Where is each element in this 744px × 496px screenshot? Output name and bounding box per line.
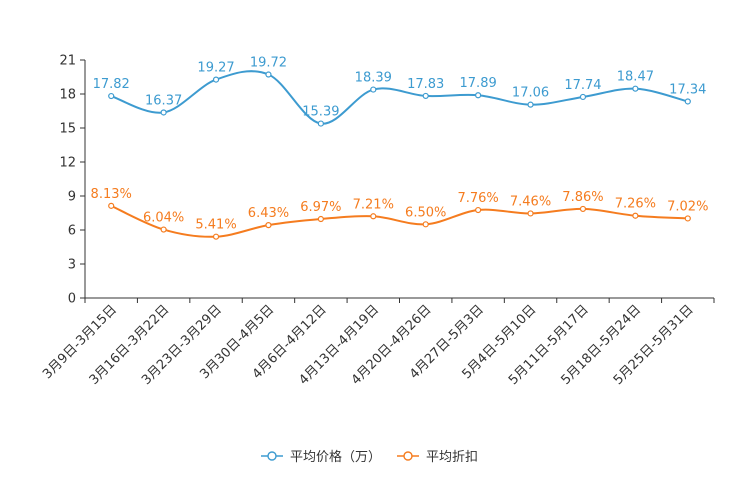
data-label: 7.86% <box>562 190 603 205</box>
data-point[interactable] <box>160 109 167 116</box>
data-point[interactable] <box>108 92 115 100</box>
legend[interactable]: 平均价格（万） 平均折扣 <box>261 449 478 465</box>
y-tick-label: 6 <box>68 224 76 239</box>
y-tick-label: 9 <box>68 190 76 205</box>
legend-item[interactable]: 平均价格（万） <box>261 449 381 465</box>
data-point[interactable] <box>475 206 482 214</box>
data-point[interactable] <box>317 120 324 127</box>
data-point[interactable] <box>108 202 115 209</box>
data-point[interactable] <box>212 233 220 240</box>
data-label: 15.39 <box>302 105 339 120</box>
y-tick-label: 0 <box>68 292 76 307</box>
data-label: 7.76% <box>457 191 498 206</box>
data-label: 7.26% <box>615 197 656 212</box>
data-point[interactable] <box>684 215 691 222</box>
data-label: 17.89 <box>460 76 497 91</box>
data-label: 6.97% <box>300 200 341 215</box>
y-tick-label: 12 <box>59 156 76 171</box>
data-label: 17.74 <box>564 78 601 93</box>
legend-marker-icon <box>267 451 277 461</box>
data-point[interactable] <box>265 222 272 229</box>
data-label: 19.27 <box>197 61 234 76</box>
data-point[interactable] <box>579 205 587 213</box>
data-label: 6.43% <box>248 206 289 221</box>
data-point[interactable] <box>370 213 377 220</box>
data-point[interactable] <box>632 85 639 92</box>
data-label: 6.04% <box>143 211 184 226</box>
data-point[interactable] <box>579 93 587 101</box>
data-label: 17.34 <box>669 82 706 97</box>
y-tick-label: 15 <box>59 122 76 137</box>
y-tick-label: 3 <box>68 258 76 273</box>
data-point[interactable] <box>422 92 429 100</box>
data-label: 18.47 <box>617 70 654 85</box>
series-layer: 17.82 16.37 19.27 19.72 15.39 18.39 17.83 17.89… <box>91 56 708 240</box>
series-line <box>110 204 688 238</box>
series-0: 17.82 16.37 19.27 19.72 15.39 18.39 17.83 17.89… <box>93 56 706 127</box>
data-point[interactable] <box>212 76 220 83</box>
data-label: 19.72 <box>250 56 287 71</box>
data-point[interactable] <box>160 226 167 233</box>
data-label: 7.21% <box>353 197 394 212</box>
data-point[interactable] <box>527 101 534 108</box>
data-point[interactable] <box>684 98 691 105</box>
data-label: 16.37 <box>145 93 182 108</box>
data-point[interactable] <box>527 210 534 217</box>
data-point[interactable] <box>370 86 377 93</box>
data-label: 17.06 <box>512 86 549 101</box>
y-tick-label: 21 <box>59 54 76 69</box>
data-point[interactable] <box>265 71 272 78</box>
data-label: 17.82 <box>93 77 130 92</box>
data-label: 17.83 <box>407 77 444 92</box>
legend-marker-icon <box>403 451 413 461</box>
data-label: 6.50% <box>405 205 446 220</box>
data-label: 5.41% <box>195 218 236 233</box>
data-label: 18.39 <box>355 71 392 86</box>
legend-label: 平均价格（万） <box>290 449 381 465</box>
data-point[interactable] <box>632 212 639 219</box>
data-point[interactable] <box>422 221 429 228</box>
data-label: 8.13% <box>91 187 132 202</box>
legend-label: 平均折扣 <box>426 450 478 465</box>
data-label: 7.46% <box>510 194 551 209</box>
data-point[interactable] <box>475 92 482 99</box>
y-tick-label: 18 <box>59 88 76 103</box>
data-point[interactable] <box>317 215 324 223</box>
data-label: 7.02% <box>667 199 708 214</box>
legend-item[interactable]: 平均折扣 <box>397 450 478 465</box>
series-1: 8.13% 6.04% 5.41% 6.43% 6.97% 7.21% 6.50% 7.76%… <box>91 187 708 240</box>
